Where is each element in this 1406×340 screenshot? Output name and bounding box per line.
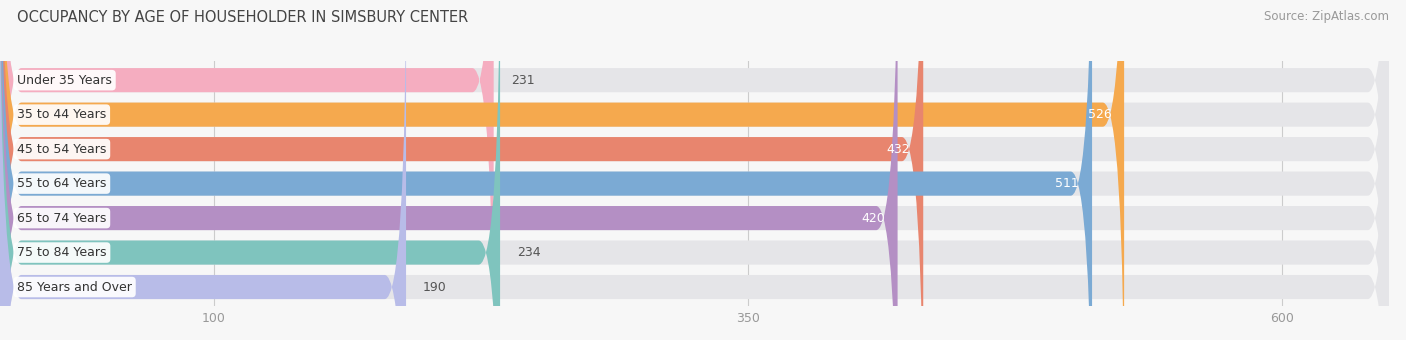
Text: Source: ZipAtlas.com: Source: ZipAtlas.com [1264, 10, 1389, 23]
FancyBboxPatch shape [0, 0, 406, 340]
FancyBboxPatch shape [0, 0, 501, 340]
Text: 65 to 74 Years: 65 to 74 Years [17, 211, 107, 225]
Text: 511: 511 [1056, 177, 1080, 190]
Text: 190: 190 [423, 280, 447, 293]
Text: 432: 432 [887, 142, 911, 156]
Text: 234: 234 [517, 246, 541, 259]
FancyBboxPatch shape [0, 0, 924, 340]
Text: 526: 526 [1088, 108, 1111, 121]
Text: 231: 231 [510, 74, 534, 87]
FancyBboxPatch shape [0, 0, 494, 340]
Text: 55 to 64 Years: 55 to 64 Years [17, 177, 107, 190]
FancyBboxPatch shape [0, 0, 1092, 340]
Text: 45 to 54 Years: 45 to 54 Years [17, 142, 107, 156]
Text: OCCUPANCY BY AGE OF HOUSEHOLDER IN SIMSBURY CENTER: OCCUPANCY BY AGE OF HOUSEHOLDER IN SIMSB… [17, 10, 468, 25]
Text: 420: 420 [860, 211, 884, 225]
Text: 85 Years and Over: 85 Years and Over [17, 280, 132, 293]
Text: Under 35 Years: Under 35 Years [17, 74, 112, 87]
FancyBboxPatch shape [0, 0, 897, 340]
Text: 75 to 84 Years: 75 to 84 Years [17, 246, 107, 259]
Text: 35 to 44 Years: 35 to 44 Years [17, 108, 107, 121]
FancyBboxPatch shape [0, 0, 1125, 340]
